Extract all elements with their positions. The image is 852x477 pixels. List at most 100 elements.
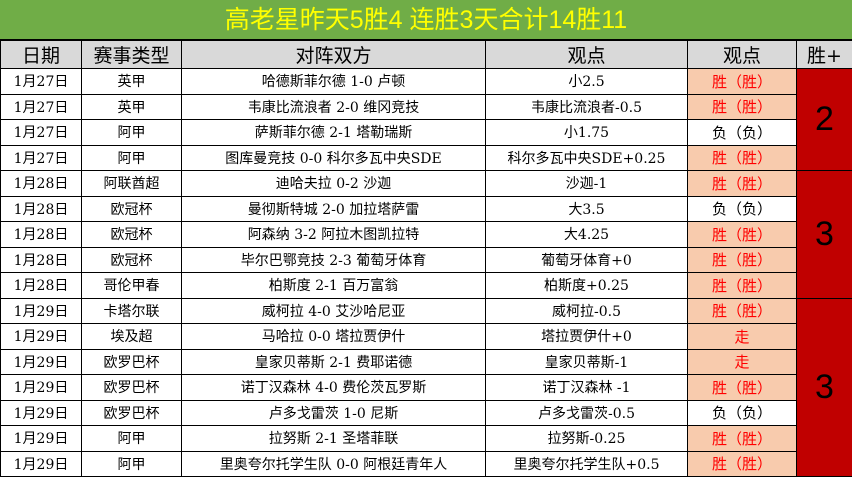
match-cell: 韦康比流浪者 2-0 维冈竞技 bbox=[182, 94, 486, 120]
pick-cell: 里奥夸尔托学生队+0.5 bbox=[486, 451, 688, 477]
pick-cell: 韦康比流浪者-0.5 bbox=[486, 94, 688, 120]
date-cell: 1月28日 bbox=[1, 171, 82, 197]
match-cell: 马哈拉 0-0 塔拉贾伊什 bbox=[182, 324, 486, 350]
result-cell: 胜（胜） bbox=[688, 145, 797, 171]
match-cell: 里奥夸尔托学生队 0-0 阿根廷青年人 bbox=[182, 451, 486, 477]
date-cell: 1月28日 bbox=[1, 247, 82, 273]
pick-cell: 拉努斯-0.25 bbox=[486, 426, 688, 452]
header-league: 赛事类型 bbox=[82, 41, 182, 69]
league-cell: 欧冠杯 bbox=[82, 247, 182, 273]
match-cell: 毕尔巴鄂竞技 2-3 葡萄牙体育 bbox=[182, 247, 486, 273]
league-cell: 阿甲 bbox=[82, 451, 182, 477]
result-cell: 胜（胜） bbox=[688, 94, 797, 120]
pick-cell: 威柯拉-0.5 bbox=[486, 298, 688, 324]
date-cell: 1月29日 bbox=[1, 426, 82, 452]
date-cell: 1月27日 bbox=[1, 120, 82, 146]
date-cell: 1月27日 bbox=[1, 94, 82, 120]
header-match: 对阵双方 bbox=[182, 41, 486, 69]
picks-table: 日期 赛事类型 对阵双方 观点 观点 胜+ 1月27日英甲哈德斯菲尔德 1-0 … bbox=[0, 40, 852, 477]
pick-cell: 卢多戈雷茨-0.5 bbox=[486, 400, 688, 426]
pick-cell: 塔拉贾伊什+0 bbox=[486, 324, 688, 350]
league-cell: 埃及超 bbox=[82, 324, 182, 350]
match-cell: 图库曼竞技 0-0 科尔多瓦中央SDE bbox=[182, 145, 486, 171]
date-cell: 1月28日 bbox=[1, 273, 82, 299]
date-cell: 1月27日 bbox=[1, 69, 82, 95]
league-cell: 英甲 bbox=[82, 94, 182, 120]
date-cell: 1月29日 bbox=[1, 375, 82, 401]
pick-cell: 大4.25 bbox=[486, 222, 688, 248]
league-cell: 阿甲 bbox=[82, 426, 182, 452]
result-cell: 胜（胜） bbox=[688, 426, 797, 452]
league-cell: 阿联酋超 bbox=[82, 171, 182, 197]
match-cell: 萨斯菲尔德 2-1 塔勒瑞斯 bbox=[182, 120, 486, 146]
result-cell: 负（负） bbox=[688, 400, 797, 426]
result-cell: 胜（胜） bbox=[688, 273, 797, 299]
result-cell: 走 bbox=[688, 349, 797, 375]
result-cell: 胜（胜） bbox=[688, 375, 797, 401]
match-cell: 卢多戈雷茨 1-0 尼斯 bbox=[182, 400, 486, 426]
header-result: 观点 bbox=[688, 41, 797, 69]
league-cell: 欧冠杯 bbox=[82, 222, 182, 248]
league-cell: 欧罗巴杯 bbox=[82, 349, 182, 375]
pick-cell: 沙迦-1 bbox=[486, 171, 688, 197]
match-cell: 威柯拉 4-0 艾沙哈尼亚 bbox=[182, 298, 486, 324]
header-row: 日期 赛事类型 对阵双方 观点 观点 胜+ bbox=[1, 41, 852, 69]
match-cell: 曼彻斯特城 2-0 加拉塔萨雷 bbox=[182, 196, 486, 222]
match-cell: 阿森纳 3-2 阿拉木图凯拉特 bbox=[182, 222, 486, 248]
result-cell: 胜（胜） bbox=[688, 451, 797, 477]
date-cell: 1月29日 bbox=[1, 451, 82, 477]
page-title: 高老星昨天5胜4 连胜3天合计14胜11 bbox=[0, 0, 852, 40]
pick-cell: 大3.5 bbox=[486, 196, 688, 222]
pick-cell: 皇家贝蒂斯-1 bbox=[486, 349, 688, 375]
date-cell: 1月27日 bbox=[1, 145, 82, 171]
match-cell: 哈德斯菲尔德 1-0 卢顿 bbox=[182, 69, 486, 95]
pick-cell: 柏斯度+0.25 bbox=[486, 273, 688, 299]
header-wins: 胜+ bbox=[797, 41, 852, 69]
league-cell: 哥伦甲春 bbox=[82, 273, 182, 299]
date-cell: 1月28日 bbox=[1, 222, 82, 248]
match-cell: 诺丁汉森林 4-0 费伦茨瓦罗斯 bbox=[182, 375, 486, 401]
league-cell: 阿甲 bbox=[82, 120, 182, 146]
result-cell: 走 bbox=[688, 324, 797, 350]
league-cell: 欧冠杯 bbox=[82, 196, 182, 222]
league-cell: 欧罗巴杯 bbox=[82, 400, 182, 426]
match-cell: 柏斯度 2-1 百万富翁 bbox=[182, 273, 486, 299]
league-cell: 英甲 bbox=[82, 69, 182, 95]
result-cell: 胜（胜） bbox=[688, 69, 797, 95]
pick-cell: 葡萄牙体育+0 bbox=[486, 247, 688, 273]
date-cell: 1月28日 bbox=[1, 196, 82, 222]
league-cell: 欧罗巴杯 bbox=[82, 375, 182, 401]
date-cell: 1月29日 bbox=[1, 298, 82, 324]
result-cell: 负（负） bbox=[688, 120, 797, 146]
match-cell: 皇家贝蒂斯 2-1 费耶诺德 bbox=[182, 349, 486, 375]
result-cell: 负（负） bbox=[688, 196, 797, 222]
pick-cell: 科尔多瓦中央SDE+0.25 bbox=[486, 145, 688, 171]
result-cell: 胜（胜） bbox=[688, 171, 797, 197]
result-cell: 胜（胜） bbox=[688, 298, 797, 324]
group-win-count: 3 bbox=[797, 171, 852, 299]
date-cell: 1月29日 bbox=[1, 400, 82, 426]
group-win-count: 3 bbox=[797, 298, 852, 477]
header-date: 日期 bbox=[1, 41, 82, 69]
match-cell: 迪哈夫拉 0-2 沙迦 bbox=[182, 171, 486, 197]
match-cell: 拉努斯 2-1 圣塔菲联 bbox=[182, 426, 486, 452]
pick-cell: 诺丁汉森林 -1 bbox=[486, 375, 688, 401]
pick-cell: 小2.5 bbox=[486, 69, 688, 95]
result-cell: 胜（胜） bbox=[688, 247, 797, 273]
